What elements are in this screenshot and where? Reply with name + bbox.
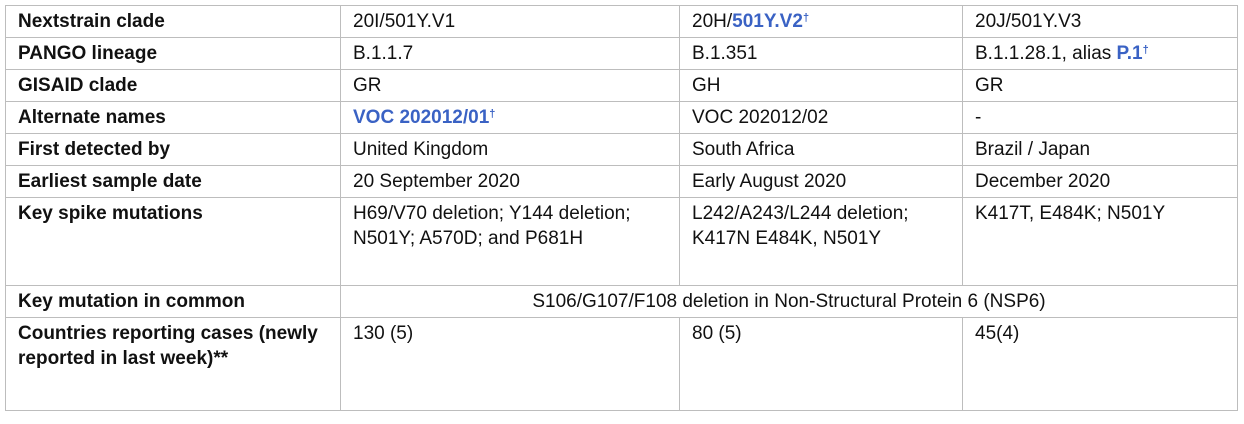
cell: VOC 202012/01† — [340, 101, 680, 134]
cell-text: B.1.1.28.1, alias — [975, 43, 1117, 64]
table-row: PANGO lineage B.1.1.7 B.1.351 B.1.1.28.1… — [5, 37, 1238, 70]
row-label: First detected by — [5, 133, 341, 166]
cell: L242/A243/L244 deletion; K417N E484K, N5… — [679, 197, 963, 286]
link-voc-202012-01[interactable]: VOC 202012/01 — [353, 107, 490, 128]
dagger-mark: † — [489, 108, 496, 120]
row-label: Key mutation in common — [5, 285, 341, 318]
cell: Brazil / Japan — [962, 133, 1238, 166]
cell: B.1.1.7 — [340, 37, 680, 70]
table-row: Key spike mutations H69/V70 deletion; Y1… — [5, 197, 1238, 286]
row-label: GISAID clade — [5, 69, 341, 102]
table-row: Nextstrain clade 20I/501Y.V1 20H/501Y.V2… — [5, 5, 1238, 38]
dagger-mark: † — [1142, 44, 1149, 56]
cell: GR — [962, 69, 1238, 102]
table-row: Countries reporting cases (newly reporte… — [5, 317, 1238, 411]
cell: 20 September 2020 — [340, 165, 680, 198]
table-row: Alternate names VOC 202012/01† VOC 20201… — [5, 101, 1238, 134]
cell: United Kingdom — [340, 133, 680, 166]
row-label: Earliest sample date — [5, 165, 341, 198]
cell: B.1.1.28.1, alias P.1† — [962, 37, 1238, 70]
merged-cell: S106/G107/F108 deletion in Non-Structura… — [340, 285, 1238, 318]
row-label: Alternate names — [5, 101, 341, 134]
cell: GH — [679, 69, 963, 102]
cell: B.1.351 — [679, 37, 963, 70]
link-p1[interactable]: P.1 — [1116, 43, 1143, 64]
dagger-mark: † — [802, 12, 810, 24]
cell: - — [962, 101, 1238, 134]
cell: VOC 202012/02 — [679, 101, 963, 134]
cell: GR — [340, 69, 680, 102]
cell: 20J/501Y.V3 — [962, 5, 1238, 38]
cell: Early August 2020 — [679, 165, 963, 198]
variants-table: Nextstrain clade 20I/501Y.V1 20H/501Y.V2… — [5, 5, 1238, 411]
row-label: Nextstrain clade — [5, 5, 341, 38]
cell: South Africa — [679, 133, 963, 166]
table-row: GISAID clade GR GH GR — [5, 69, 1238, 102]
row-label: Countries reporting cases (newly reporte… — [5, 317, 341, 411]
cell: 130 (5) — [340, 317, 680, 411]
table-row: First detected by United Kingdom South A… — [5, 133, 1238, 166]
cell: H69/V70 deletion; Y144 deletion; N501Y; … — [340, 197, 680, 286]
table-row: Earliest sample date 20 September 2020 E… — [5, 165, 1238, 198]
cell: 20H/501Y.V2† — [679, 5, 963, 38]
cell: 45(4) — [962, 317, 1238, 411]
row-label: Key spike mutations — [5, 197, 341, 286]
cell: K417T, E484K; N501Y — [962, 197, 1238, 286]
link-501y-v2[interactable]: 501Y.V2 — [732, 11, 803, 32]
table-row: Key mutation in common S106/G107/F108 de… — [5, 285, 1238, 318]
row-label: PANGO lineage — [5, 37, 341, 70]
cell-text: 20H/ — [692, 11, 733, 32]
cell: December 2020 — [962, 165, 1238, 198]
cell: 20I/501Y.V1 — [340, 5, 680, 38]
cell: 80 (5) — [679, 317, 963, 411]
